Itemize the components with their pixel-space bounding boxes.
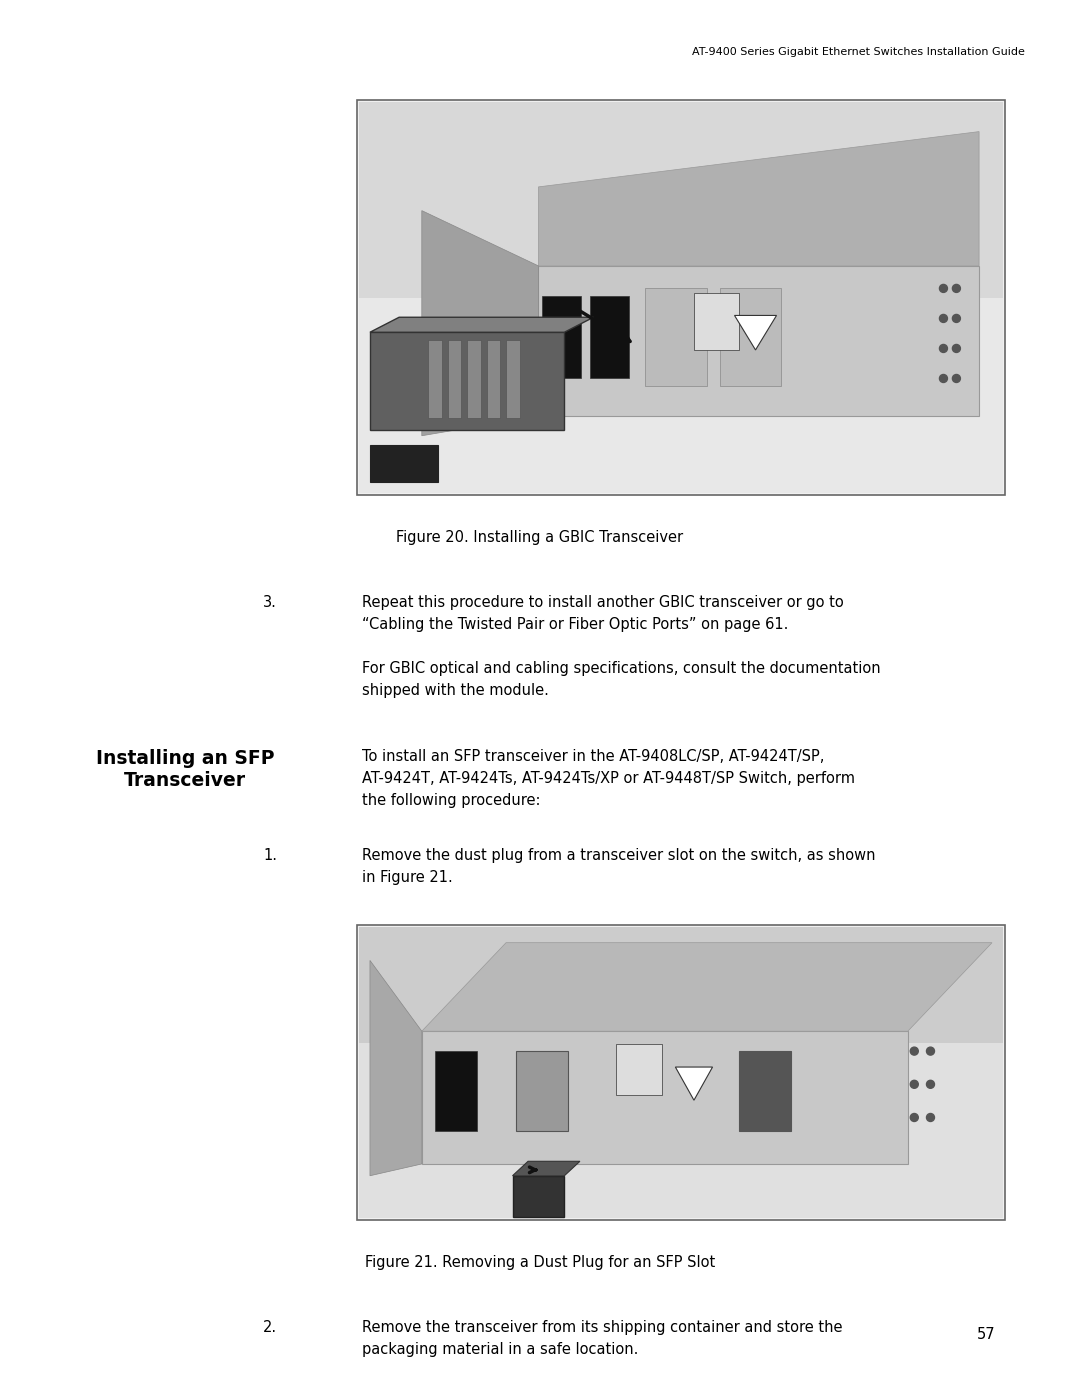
Text: Figure 21. Removing a Dust Plug for an SFP Slot: Figure 21. Removing a Dust Plug for an S… (365, 1255, 715, 1270)
Bar (740, 1051, 792, 1130)
Bar (359, 102, 1003, 493)
Bar (429, 339, 442, 418)
Text: 2.: 2. (262, 1320, 276, 1336)
Polygon shape (734, 316, 777, 351)
Circle shape (940, 374, 947, 383)
Bar (370, 444, 438, 482)
Bar (357, 101, 1005, 495)
Bar (617, 1045, 662, 1095)
Text: For GBIC optical and cabling specifications, consult the documentation: For GBIC optical and cabling specificati… (362, 661, 880, 676)
Bar (646, 288, 707, 386)
Polygon shape (513, 1161, 580, 1176)
Circle shape (953, 374, 960, 383)
Bar (359, 928, 1003, 1218)
Text: Remove the dust plug from a transceiver slot on the switch, as shown: Remove the dust plug from a transceiver … (362, 848, 876, 863)
Bar (539, 265, 980, 416)
Polygon shape (539, 131, 980, 265)
Bar (357, 925, 1005, 1220)
Circle shape (910, 1080, 918, 1088)
Bar (468, 339, 481, 418)
Text: AT-9400 Series Gigabit Ethernet Switches Installation Guide: AT-9400 Series Gigabit Ethernet Switches… (692, 47, 1025, 57)
Circle shape (910, 1113, 918, 1122)
Circle shape (940, 285, 947, 292)
Circle shape (927, 1080, 934, 1088)
Bar (422, 1031, 908, 1164)
Text: To install an SFP transceiver in the AT-9408LC/SP, AT-9424T/SP,: To install an SFP transceiver in the AT-… (362, 749, 824, 764)
Text: 57: 57 (976, 1327, 995, 1343)
Text: Remove the transceiver from its shipping container and store the: Remove the transceiver from its shipping… (362, 1320, 842, 1336)
Polygon shape (422, 943, 993, 1031)
Text: Transceiver: Transceiver (124, 771, 246, 789)
Bar (694, 293, 740, 351)
Text: Repeat this procedure to install another GBIC transceiver or go to: Repeat this procedure to install another… (362, 595, 843, 610)
Circle shape (910, 1048, 918, 1055)
Polygon shape (675, 1067, 713, 1101)
Bar (435, 1051, 477, 1130)
Bar (591, 296, 630, 379)
Circle shape (940, 345, 947, 352)
Bar (487, 339, 500, 418)
Circle shape (940, 314, 947, 323)
Circle shape (927, 1113, 934, 1122)
Bar (516, 1051, 568, 1130)
Bar (448, 339, 461, 418)
Bar (513, 1176, 565, 1217)
Text: 3.: 3. (264, 595, 276, 610)
Polygon shape (370, 960, 422, 1176)
Text: 1.: 1. (264, 848, 276, 863)
Text: in Figure 21.: in Figure 21. (362, 870, 453, 886)
Text: the following procedure:: the following procedure: (362, 793, 540, 807)
Circle shape (953, 314, 960, 323)
Polygon shape (370, 317, 594, 332)
Polygon shape (359, 928, 1003, 1044)
Text: AT-9424T, AT-9424Ts, AT-9424Ts/XP or AT-9448T/SP Switch, perform: AT-9424T, AT-9424Ts, AT-9424Ts/XP or AT-… (362, 771, 855, 787)
Circle shape (953, 285, 960, 292)
Circle shape (953, 345, 960, 352)
Text: packaging material in a safe location.: packaging material in a safe location. (362, 1343, 638, 1356)
Text: “Cabling the Twisted Pair or Fiber Optic Ports” on page 61.: “Cabling the Twisted Pair or Fiber Optic… (362, 617, 788, 631)
Text: shipped with the module.: shipped with the module. (362, 683, 549, 698)
Text: Figure 20. Installing a GBIC Transceiver: Figure 20. Installing a GBIC Transceiver (396, 529, 684, 545)
Bar (720, 288, 782, 386)
Bar (542, 296, 581, 379)
Circle shape (927, 1048, 934, 1055)
Bar (370, 332, 565, 430)
Bar (507, 339, 519, 418)
Text: Installing an SFP: Installing an SFP (96, 749, 274, 768)
Polygon shape (359, 102, 1003, 298)
Polygon shape (422, 211, 539, 436)
